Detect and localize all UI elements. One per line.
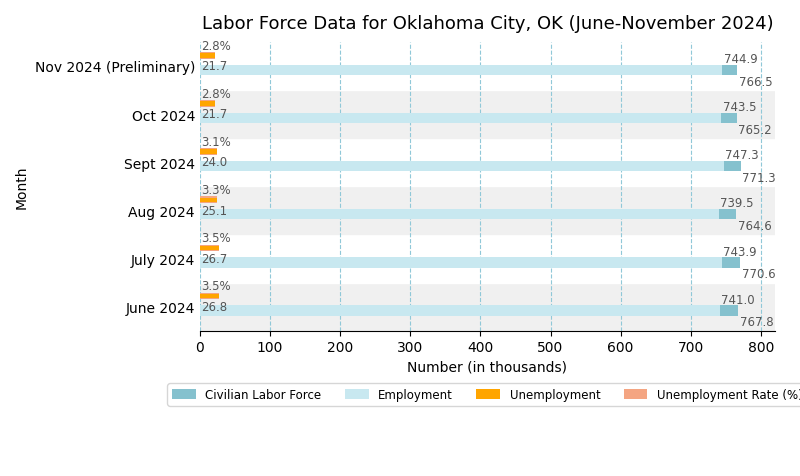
Bar <box>200 197 218 204</box>
Text: 26.8: 26.8 <box>201 300 227 313</box>
Title: Labor Force Data for Oklahoma City, OK (June-November 2024): Labor Force Data for Oklahoma City, OK (… <box>202 15 774 33</box>
Bar <box>200 209 736 220</box>
Text: 3.1%: 3.1% <box>201 136 230 149</box>
Bar <box>200 306 738 316</box>
Text: 744.9: 744.9 <box>724 53 758 66</box>
Text: 765.2: 765.2 <box>738 123 771 137</box>
Text: 3.3%: 3.3% <box>201 184 230 197</box>
Bar <box>200 65 722 76</box>
Bar <box>200 258 740 268</box>
Bar <box>200 91 775 139</box>
Bar <box>200 113 737 124</box>
Text: 739.5: 739.5 <box>720 197 754 210</box>
Text: 2.8%: 2.8% <box>201 40 230 52</box>
Text: 747.3: 747.3 <box>726 149 759 162</box>
Text: 26.7: 26.7 <box>201 252 227 265</box>
Text: 767.8: 767.8 <box>740 316 774 328</box>
Text: 21.7: 21.7 <box>201 108 227 121</box>
Text: 764.6: 764.6 <box>738 219 771 232</box>
Bar <box>200 139 775 187</box>
Text: 743.5: 743.5 <box>722 101 756 114</box>
Bar <box>200 246 218 250</box>
Bar <box>200 150 217 155</box>
Text: 21.7: 21.7 <box>201 60 227 73</box>
Bar <box>200 54 215 59</box>
Bar <box>200 161 724 172</box>
Text: 766.5: 766.5 <box>739 76 773 89</box>
Text: 771.3: 771.3 <box>742 171 776 185</box>
Text: 2.8%: 2.8% <box>201 88 230 100</box>
Bar <box>200 258 722 268</box>
Bar <box>200 283 775 331</box>
Bar <box>200 113 722 124</box>
Bar <box>200 235 775 283</box>
Text: 25.1: 25.1 <box>201 204 227 217</box>
X-axis label: Number (in thousands): Number (in thousands) <box>407 360 567 374</box>
Bar <box>200 43 775 91</box>
Bar <box>200 209 718 220</box>
Bar <box>200 198 218 202</box>
Bar <box>200 187 775 235</box>
Bar <box>200 65 738 76</box>
Text: 743.9: 743.9 <box>723 245 757 258</box>
Bar <box>200 149 217 156</box>
Bar <box>200 101 215 108</box>
Bar <box>200 306 719 316</box>
Text: 741.0: 741.0 <box>721 293 754 306</box>
Bar <box>200 245 218 252</box>
Text: 3.5%: 3.5% <box>201 279 230 293</box>
Bar <box>200 294 218 298</box>
Text: 3.5%: 3.5% <box>201 231 230 245</box>
Bar <box>200 53 215 60</box>
Legend: Civilian Labor Force, Employment, Unemployment, Unemployment Rate (%): Civilian Labor Force, Employment, Unempl… <box>167 383 800 406</box>
Bar <box>200 293 218 300</box>
Bar <box>200 161 741 172</box>
Text: 24.0: 24.0 <box>201 156 227 169</box>
Text: 770.6: 770.6 <box>742 268 775 280</box>
Y-axis label: Month: Month <box>15 165 29 208</box>
Bar <box>200 102 215 107</box>
